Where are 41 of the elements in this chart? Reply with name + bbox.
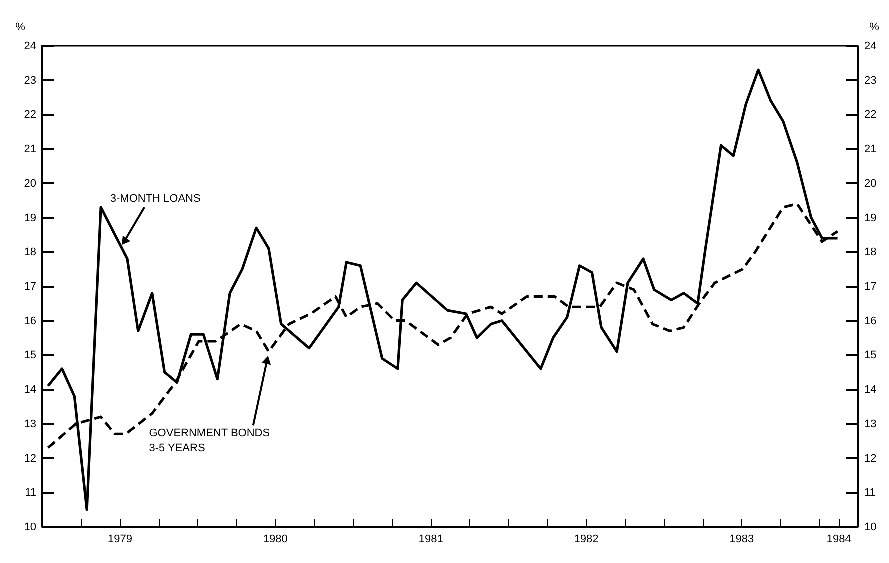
y2-tick-label: 13 xyxy=(864,418,877,430)
series-label: 3-MONTH LOANS xyxy=(110,192,201,205)
y2-tick-label: 18 xyxy=(864,246,877,259)
x-tick-label: 1983 xyxy=(730,534,754,546)
y-tick-label: 16 xyxy=(24,315,36,328)
y2-tick-label: 12 xyxy=(864,452,877,465)
y2-tick-label: 20 xyxy=(864,178,877,190)
y2-tick-label: 23 xyxy=(864,74,877,87)
y-tick-label: 11 xyxy=(25,487,36,500)
y-axis-title: % xyxy=(16,22,26,34)
y-tick-label: 15 xyxy=(24,350,36,362)
y2-tick-label: 19 xyxy=(864,212,877,224)
x-tick-label: 1981 xyxy=(418,534,444,546)
y2-tick-label: 22 xyxy=(864,109,877,122)
y-tick-label: 10 xyxy=(24,522,36,534)
y2-tick-label: 21 xyxy=(864,144,877,156)
y2-tick-label: 16 xyxy=(864,315,877,328)
y-tick-label: 20 xyxy=(24,178,36,190)
x-tick-label: 1984 xyxy=(826,534,852,546)
line-series xyxy=(46,68,840,512)
y2-tick-label: 15 xyxy=(864,350,877,362)
y-tick-label: 19 xyxy=(24,212,36,224)
y-tick-label: 23 xyxy=(24,74,36,87)
y2-tick-label: 10 xyxy=(864,522,877,534)
y2-tick-label: 11 xyxy=(864,487,876,500)
y2-tick-label: 24 xyxy=(864,40,877,52)
y2-tick-label: 17 xyxy=(864,281,877,293)
y-tick-label: 13 xyxy=(24,418,36,430)
y-tick-label: 17 xyxy=(24,281,36,293)
y-tick-label: 14 xyxy=(24,384,36,396)
series-label: GOVERNMENT BONDS 3-5 YEARS xyxy=(149,428,270,455)
x-tick-label: 1982 xyxy=(574,534,599,546)
x-tick-label: 1979 xyxy=(108,534,132,546)
y2-tick-label: 14 xyxy=(864,384,877,396)
y2-axis-title: % xyxy=(870,22,880,34)
y-tick-label: 21 xyxy=(24,144,36,156)
y-tick-label: 12 xyxy=(24,452,36,465)
y-tick-label: 22 xyxy=(24,109,36,122)
y-tick-label: 18 xyxy=(24,246,36,259)
y-tick-label: 24 xyxy=(24,40,36,52)
x-tick-label: 1980 xyxy=(263,534,288,546)
